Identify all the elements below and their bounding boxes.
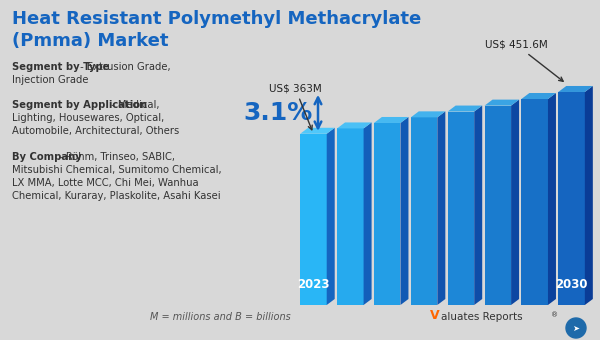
Text: M = millions and B = billions: M = millions and B = billions: [149, 312, 290, 322]
Polygon shape: [585, 86, 593, 305]
Polygon shape: [411, 117, 437, 305]
Text: Injection Grade: Injection Grade: [12, 75, 89, 85]
Polygon shape: [400, 117, 409, 305]
Polygon shape: [548, 93, 556, 305]
Polygon shape: [448, 105, 482, 112]
Polygon shape: [511, 100, 519, 305]
Polygon shape: [474, 105, 482, 305]
Polygon shape: [327, 128, 335, 305]
Polygon shape: [300, 128, 335, 134]
Polygon shape: [374, 123, 400, 305]
Text: By Company: By Company: [12, 152, 82, 162]
Text: (Pmma) Market: (Pmma) Market: [12, 32, 169, 50]
Polygon shape: [485, 100, 519, 106]
Text: Mitsubishi Chemical, Sumitomo Chemical,: Mitsubishi Chemical, Sumitomo Chemical,: [12, 165, 221, 175]
Text: 3.1%: 3.1%: [244, 101, 313, 125]
Text: aluates Reports: aluates Reports: [441, 312, 523, 322]
Polygon shape: [485, 106, 511, 305]
Polygon shape: [337, 122, 371, 129]
Text: V: V: [430, 309, 440, 322]
Text: Heat Resistant Polymethyl Methacrylate: Heat Resistant Polymethyl Methacrylate: [12, 10, 421, 28]
Polygon shape: [437, 112, 445, 305]
Text: Automobile, Architectural, Others: Automobile, Architectural, Others: [12, 126, 179, 136]
Text: - Röhm, Trinseo, SABIC,: - Röhm, Trinseo, SABIC,: [56, 152, 175, 162]
Text: Segment by Type: Segment by Type: [12, 62, 110, 72]
Text: - Extrusion Grade,: - Extrusion Grade,: [77, 62, 171, 72]
Polygon shape: [558, 92, 585, 305]
Polygon shape: [411, 112, 445, 117]
Circle shape: [566, 318, 586, 338]
Text: ➤: ➤: [572, 323, 580, 333]
Text: Chemical, Kuraray, Plaskolite, Asahi Kasei: Chemical, Kuraray, Plaskolite, Asahi Kas…: [12, 191, 221, 201]
Polygon shape: [521, 99, 548, 305]
Text: LX MMA, Lotte MCC, Chi Mei, Wanhua: LX MMA, Lotte MCC, Chi Mei, Wanhua: [12, 178, 199, 188]
Polygon shape: [374, 117, 409, 123]
Text: ®: ®: [551, 312, 558, 318]
Polygon shape: [558, 86, 593, 92]
Polygon shape: [337, 129, 364, 305]
Polygon shape: [300, 134, 327, 305]
Text: US$ 363M: US$ 363M: [269, 84, 322, 130]
Polygon shape: [364, 122, 371, 305]
Text: - Medical,: - Medical,: [108, 100, 159, 110]
Text: Lighting, Housewares, Optical,: Lighting, Housewares, Optical,: [12, 113, 164, 123]
Polygon shape: [448, 112, 474, 305]
Text: US$ 451.6M: US$ 451.6M: [485, 40, 563, 81]
Polygon shape: [521, 93, 556, 99]
Text: Segment by Application: Segment by Application: [12, 100, 147, 110]
Text: 2030: 2030: [556, 278, 588, 291]
Text: 2023: 2023: [297, 278, 329, 291]
